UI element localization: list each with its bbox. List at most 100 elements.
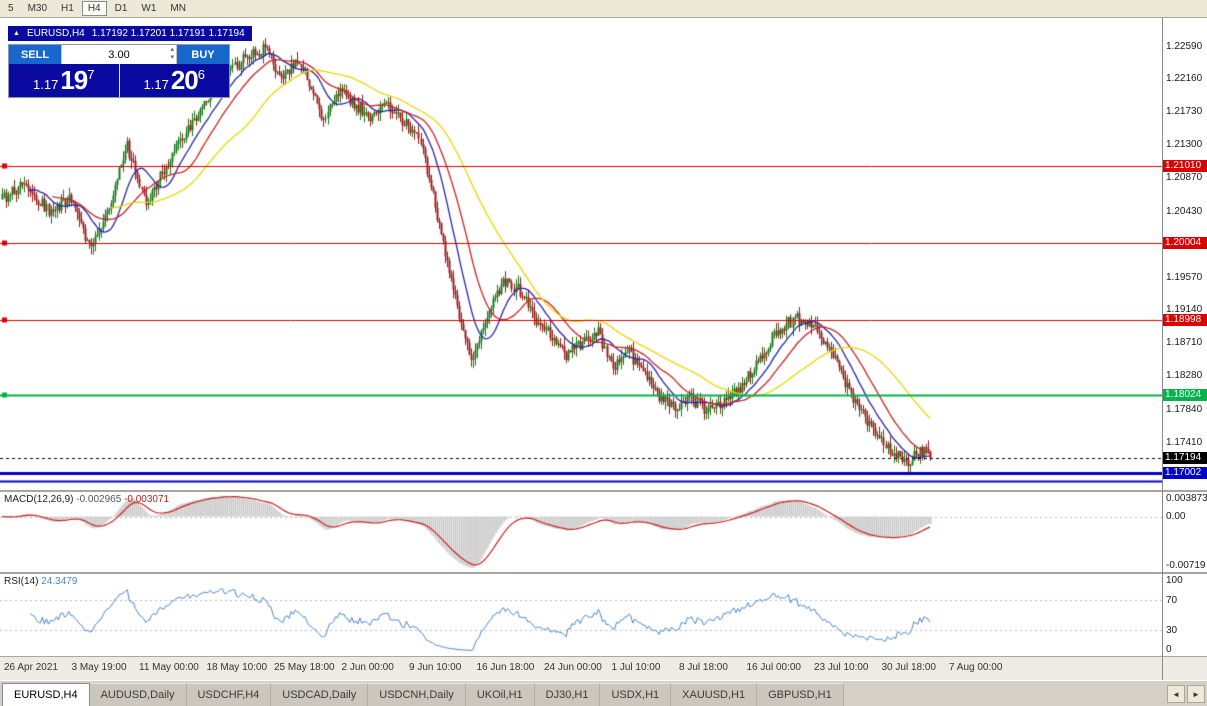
- trade-buttons-row: SELL 3.00 ▴ ▾ BUY: [9, 45, 229, 64]
- rsi-canvas: [0, 574, 1162, 656]
- macd-signal-value: -0.003071: [124, 494, 170, 505]
- rsi-value: 24.3479: [41, 576, 78, 587]
- buy-price[interactable]: 1.17 20 6: [120, 64, 230, 97]
- level-price-label: 1.18998: [1163, 314, 1207, 327]
- collapse-arrow-icon[interactable]: ▲: [13, 30, 20, 37]
- timeframe-m30[interactable]: M30: [22, 1, 53, 16]
- buy-price-base: 1.17: [143, 77, 169, 92]
- timeframe-h1[interactable]: H1: [55, 1, 80, 16]
- rsi-name: RSI(14): [4, 576, 39, 587]
- macd-main-value: -0.002965: [76, 494, 122, 505]
- price-tick: 1.19140: [1166, 304, 1203, 316]
- rsi-scale-tick: 30: [1166, 624, 1178, 636]
- sell-button[interactable]: SELL: [9, 45, 61, 64]
- macd-label: MACD(12,26,9) -0.002965 -0.003071: [4, 494, 169, 505]
- chart-tab-xauusd-h1[interactable]: XAUUSD,H1: [671, 683, 758, 706]
- time-label: 7 Aug 00:00: [949, 662, 1003, 673]
- chart-window: ▲ EURUSD,H4 1.17192 1.17201 1.17191 1.17…: [0, 18, 1207, 680]
- price-tick: 1.18280: [1166, 370, 1203, 382]
- timeframe-h4[interactable]: H4: [81, 1, 107, 16]
- price-chart-panel[interactable]: ▲ EURUSD,H4 1.17192 1.17201 1.17191 1.17…: [0, 18, 1162, 490]
- rsi-label: RSI(14) 24.3479: [4, 576, 77, 587]
- price-tick: 1.21730: [1166, 106, 1203, 118]
- chart-tab-ukoil-h1[interactable]: UKOil,H1: [465, 683, 535, 706]
- macd-panel[interactable]: MACD(12,26,9) -0.002965 -0.003071: [0, 492, 1162, 572]
- tabs-scroll-left-button[interactable]: ◄: [1167, 685, 1185, 703]
- buy-price-main: 20: [170, 65, 199, 95]
- price-tick: 1.20870: [1166, 172, 1203, 184]
- timeframe-d1[interactable]: D1: [109, 1, 134, 16]
- chart-tab-usdcad-daily[interactable]: USDCAD,Daily: [271, 683, 369, 706]
- chart-tab-usdx-h1[interactable]: USDX,H1: [600, 683, 672, 706]
- price-tick: 1.22590: [1166, 40, 1203, 52]
- macd-canvas: [0, 492, 1162, 572]
- time-label: 24 Jun 00:00: [544, 662, 602, 673]
- sell-price-pip: 7: [87, 67, 95, 82]
- timeframe-toolbar: 5 M30 H1 H4 D1 W1 MN: [0, 0, 1207, 18]
- macd-scale-tick: 0.00: [1166, 510, 1186, 522]
- scale-column: 1.22590 1.22160 1.21730 1.21300 1.20870 1.204…: [1162, 18, 1207, 680]
- chart-column: ▲ EURUSD,H4 1.17192 1.17201 1.17191 1.17…: [0, 18, 1162, 680]
- sell-price-base: 1.17: [33, 77, 59, 92]
- time-label: 16 Jul 00:00: [746, 662, 802, 673]
- time-label: 3 May 19:00: [71, 662, 127, 673]
- price-tick: 1.18710: [1166, 337, 1203, 349]
- timeframe-mn[interactable]: MN: [164, 1, 192, 16]
- chart-tab-gbpusd-h1[interactable]: GBPUSD,H1: [757, 683, 844, 706]
- macd-scale-tick: -0.00719: [1166, 560, 1206, 571]
- spinner-down-icon[interactable]: ▾: [170, 54, 174, 61]
- time-label: 26 Apr 2021: [4, 662, 58, 673]
- timeframe-w1[interactable]: W1: [135, 1, 162, 16]
- tabs-scroll-right-button[interactable]: ►: [1187, 685, 1205, 703]
- scale-splitter: [1163, 572, 1207, 574]
- sell-price[interactable]: 1.17 19 7: [9, 64, 120, 97]
- lot-spinner[interactable]: ▴ ▾: [170, 46, 174, 62]
- macd-name: MACD(12,26,9): [4, 494, 74, 505]
- lot-size-field[interactable]: 3.00 ▴ ▾: [61, 45, 177, 64]
- level-price-label: 1.20004: [1163, 237, 1207, 250]
- time-label: 2 Jun 00:00: [341, 662, 394, 673]
- time-axis[interactable]: 26 Apr 2021 3 May 19:00 11 May 00:00 18 May…: [0, 656, 1162, 680]
- price-scale[interactable]: 1.22590 1.22160 1.21730 1.21300 1.20870 1.204…: [1163, 18, 1207, 490]
- buy-price-pip: 6: [197, 67, 205, 82]
- time-label: 9 Jun 10:00: [409, 662, 462, 673]
- chart-tabs: EURUSD,H4 AUDUSD,Daily USDCHF,H4 USDCAD,Dai…: [0, 683, 844, 706]
- chart-tab-dj30-h1[interactable]: DJ30,H1: [534, 683, 601, 706]
- panel-splitter[interactable]: [0, 490, 1162, 492]
- price-tick: 1.22160: [1166, 73, 1203, 85]
- panel-splitter[interactable]: [0, 572, 1162, 574]
- time-label: 30 Jul 18:00: [881, 662, 937, 673]
- level-price-label: 1.17002: [1163, 467, 1207, 480]
- chart-tab-eurusd-h4[interactable]: EURUSD,H4: [2, 683, 90, 706]
- time-label: 1 Jul 10:00: [611, 662, 661, 673]
- chart-tab-usdcnh-daily[interactable]: USDCNH,Daily: [368, 683, 466, 706]
- time-label: 16 Jun 18:00: [476, 662, 535, 673]
- time-label: 23 Jul 10:00: [814, 662, 869, 673]
- one-click-trade-panel: SELL 3.00 ▴ ▾ BUY 1.17 19 7: [8, 44, 230, 98]
- level-price-label: 1.18024: [1163, 388, 1207, 401]
- time-label: 18 May 10:00: [206, 662, 268, 673]
- lot-value[interactable]: 3.00: [108, 48, 130, 61]
- chart-tab-audusd-daily[interactable]: AUDUSD,Daily: [89, 683, 187, 706]
- price-tick: 1.19570: [1166, 271, 1203, 283]
- rsi-scale-tick: 70: [1166, 595, 1178, 607]
- spinner-up-icon[interactable]: ▴: [170, 46, 174, 53]
- macd-scale-tick: 0.003873: [1166, 493, 1207, 504]
- scale-corner: [1163, 656, 1207, 680]
- ohlc-values: 1.17192 1.17201 1.17191 1.17194: [91, 28, 245, 39]
- time-label: 25 May 18:00: [274, 662, 335, 673]
- price-tick: 1.17410: [1166, 436, 1203, 448]
- price-tick: 1.17840: [1166, 403, 1203, 415]
- buy-button[interactable]: BUY: [177, 45, 229, 64]
- price-tick: 1.21300: [1166, 139, 1203, 151]
- timeframe-5[interactable]: 5: [2, 1, 20, 16]
- rsi-scale-tick: 100: [1166, 575, 1183, 586]
- level-price-label: 1.17194: [1163, 452, 1207, 465]
- macd-scale: 0.003873 0.00 -0.00719: [1163, 492, 1207, 572]
- rsi-panel[interactable]: RSI(14) 24.3479: [0, 574, 1162, 656]
- rsi-scale-tick: 0: [1166, 644, 1172, 655]
- chart-tab-usdchf-h4[interactable]: USDCHF,H4: [186, 683, 272, 706]
- rsi-scale: 100 70 30 0: [1163, 574, 1207, 656]
- level-price-label: 1.21010: [1163, 160, 1207, 173]
